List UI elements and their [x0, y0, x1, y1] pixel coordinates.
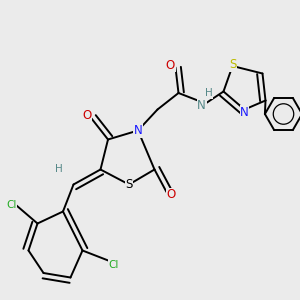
Text: O: O — [82, 109, 91, 122]
Text: S: S — [229, 58, 236, 71]
Text: N: N — [240, 106, 249, 119]
Text: Cl: Cl — [6, 200, 16, 211]
Text: O: O — [166, 59, 175, 72]
Text: Cl: Cl — [108, 260, 118, 270]
Text: S: S — [125, 178, 133, 191]
Text: O: O — [167, 188, 176, 202]
Text: N: N — [197, 99, 206, 112]
Text: N: N — [134, 124, 142, 137]
Text: H: H — [205, 88, 213, 98]
Text: H: H — [55, 164, 62, 174]
